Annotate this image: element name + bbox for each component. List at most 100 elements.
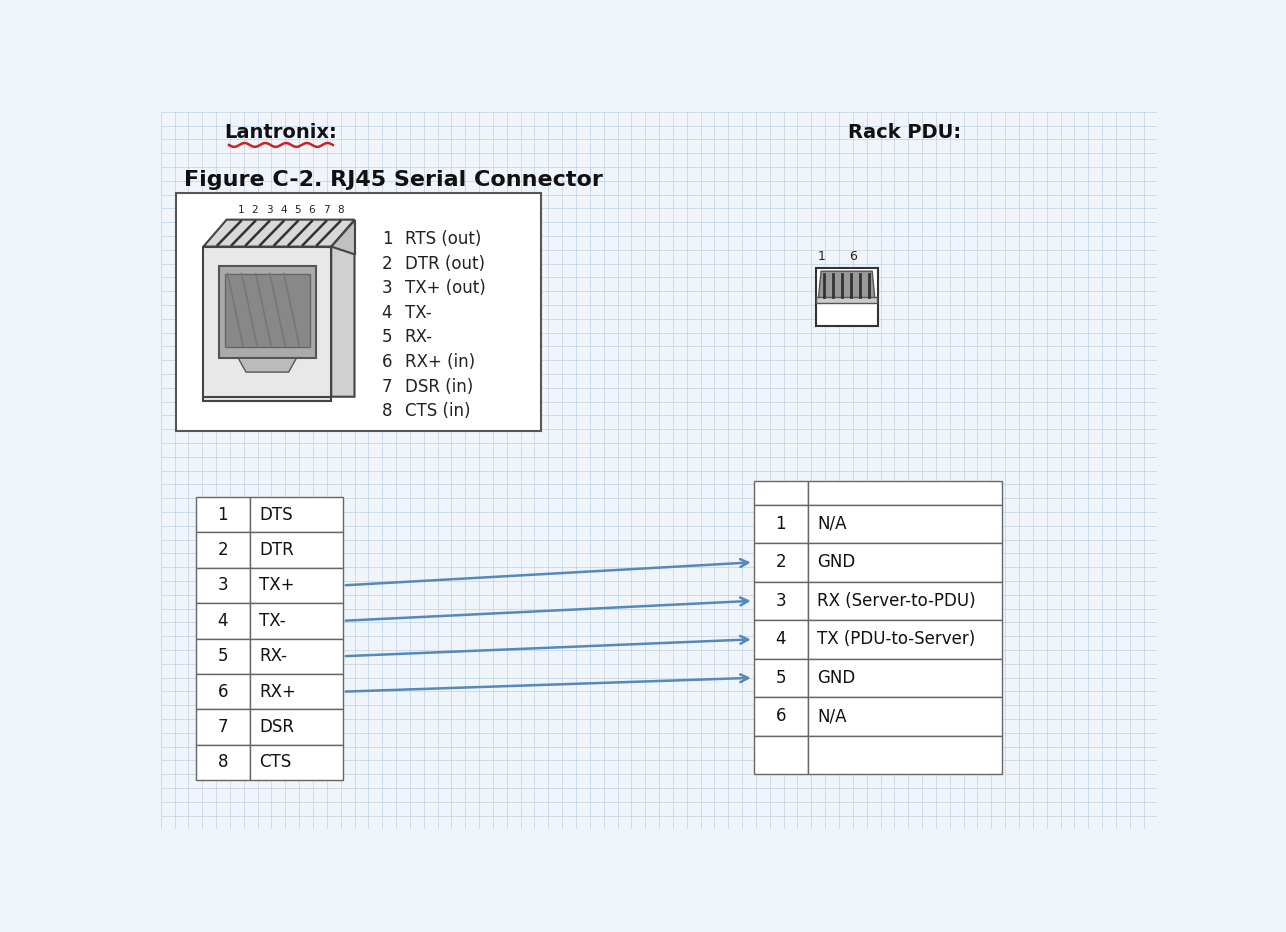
Text: DTR: DTR [260,541,294,559]
Text: 3: 3 [266,205,273,215]
Bar [195,603,249,638]
Bar [808,620,1002,659]
Bar [754,735,808,774]
Text: RX (Server-to-PDU): RX (Server-to-PDU) [817,592,976,610]
Text: N/A: N/A [817,707,846,725]
Text: TX+ (out): TX+ (out) [405,280,486,297]
Text: 5: 5 [382,328,392,347]
Text: 6: 6 [775,707,786,725]
Text: RX-: RX- [260,647,287,665]
Bar [808,482,1002,504]
Bar [754,620,808,659]
Text: RX+ (in): RX+ (in) [405,353,475,371]
Bar [249,532,343,568]
Bar [808,735,1002,774]
Bar [176,193,540,432]
Polygon shape [332,247,355,397]
Bar [815,268,877,326]
Text: Lantronix:: Lantronix: [225,123,337,142]
Text: 6: 6 [217,682,228,701]
Text: N/A: N/A [817,514,846,533]
Text: TX-: TX- [405,304,432,322]
Text: RTS (out): RTS (out) [405,230,481,248]
Bar [195,568,249,603]
Text: 5: 5 [294,205,301,215]
Bar [808,504,1002,543]
Text: 4: 4 [217,611,228,630]
Bar [219,266,316,358]
Polygon shape [203,220,355,247]
Text: 1: 1 [238,205,244,215]
Text: Rack PDU:: Rack PDU: [849,123,962,142]
Text: 8: 8 [382,403,392,420]
Text: 2: 2 [217,541,228,559]
Text: RX+: RX+ [260,682,296,701]
Bar [754,482,808,504]
Bar [195,638,249,674]
Bar [203,247,332,401]
Text: TX (PDU-to-Server): TX (PDU-to-Server) [817,630,975,649]
Text: DSR: DSR [260,718,294,736]
Text: 7: 7 [217,718,228,736]
Text: 3: 3 [382,280,392,297]
Text: 6: 6 [309,205,315,215]
Text: 1: 1 [818,250,826,263]
Bar [195,709,249,745]
Text: TX+: TX+ [260,576,294,595]
Text: DTR (out): DTR (out) [405,254,485,272]
Bar [249,674,343,709]
Bar [754,543,808,582]
Bar [808,543,1002,582]
Text: 7: 7 [382,377,392,396]
Text: GND: GND [817,554,855,571]
Bar [754,504,808,543]
Text: 1: 1 [217,505,228,524]
Polygon shape [818,271,876,303]
Bar [249,568,343,603]
Text: 6: 6 [382,353,392,371]
Text: CTS: CTS [260,753,292,772]
Text: 8: 8 [217,753,228,772]
Bar [808,582,1002,620]
Text: 4: 4 [280,205,287,215]
Bar [249,745,343,780]
Text: 3: 3 [775,592,786,610]
Text: 2: 2 [382,254,392,272]
Bar [754,697,808,735]
Text: 5: 5 [775,669,786,687]
Text: 4: 4 [775,630,786,649]
Text: 6: 6 [849,250,856,263]
Text: 8: 8 [337,205,343,215]
Bar [754,659,808,697]
Bar [195,497,249,532]
Text: 1: 1 [382,230,392,248]
Bar [817,296,877,303]
Text: DTS: DTS [260,505,293,524]
Polygon shape [332,220,355,254]
Text: DSR (in): DSR (in) [405,377,473,396]
Bar [195,532,249,568]
Bar [754,582,808,620]
Bar [225,273,310,347]
Bar [195,674,249,709]
Text: RX-: RX- [405,328,433,347]
Text: TX-: TX- [260,611,285,630]
Text: 4: 4 [382,304,392,322]
Bar [808,659,1002,697]
Bar [195,745,249,780]
Text: 1: 1 [775,514,786,533]
Text: 2: 2 [252,205,258,215]
Bar [249,603,343,638]
Bar [249,497,343,532]
Text: 7: 7 [323,205,329,215]
Text: 5: 5 [217,647,228,665]
Polygon shape [238,358,296,372]
Text: 3: 3 [217,576,228,595]
Text: GND: GND [817,669,855,687]
Text: 2: 2 [775,554,786,571]
Text: CTS (in): CTS (in) [405,403,471,420]
Bar [249,638,343,674]
Bar [249,709,343,745]
Bar [808,697,1002,735]
Text: Figure C-2. RJ45 Serial Connector: Figure C-2. RJ45 Serial Connector [184,170,603,189]
